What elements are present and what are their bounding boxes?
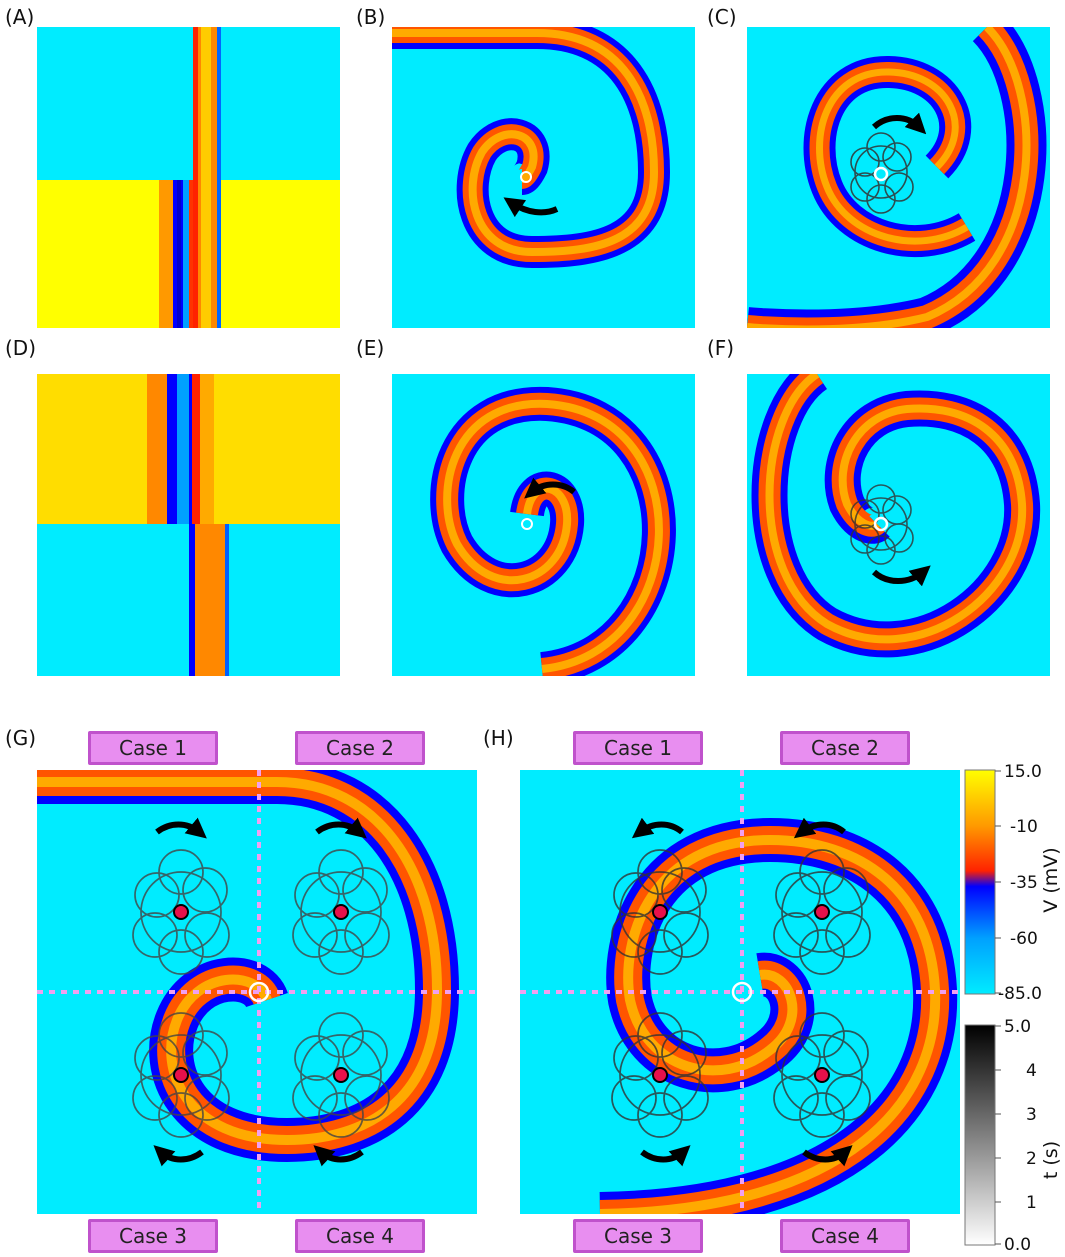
panel-e: (E)	[356, 336, 695, 676]
panel-g: (G)	[5, 726, 477, 1214]
panel-h-case-4-label: Case 4	[780, 1219, 910, 1253]
panel-f: (F)	[707, 336, 1050, 676]
panel-a-label: (A)	[5, 5, 34, 29]
time-tick-4: 1	[1026, 1193, 1037, 1213]
panel-g-label: (G)	[5, 726, 36, 750]
panel-b: (B)	[356, 5, 695, 328]
panel-h-case-2-label: Case 2	[780, 731, 910, 765]
panel-d: (D)	[5, 336, 340, 676]
time-tick-3: 2	[1026, 1149, 1037, 1169]
panel-f-label: (F)	[707, 336, 734, 360]
panel-b-label: (B)	[356, 5, 385, 29]
panel-h-case-3-label: Case 3	[573, 1219, 703, 1253]
time-title: t (s)	[1040, 1141, 1062, 1179]
panel-a: (A)	[5, 5, 340, 328]
panel-g-case-1-label: Case 1	[88, 731, 218, 765]
panel-c-label: (C)	[707, 5, 737, 29]
time-tick-1: 4	[1026, 1061, 1037, 1081]
voltage-title: V (mV)	[1040, 847, 1062, 912]
time-tick-5: 0.0	[1004, 1235, 1031, 1255]
panel-g-case-3-label: Case 3	[88, 1219, 218, 1253]
panel-h-case-1-label: Case 1	[573, 731, 703, 765]
panel-c: (C)	[707, 5, 1050, 328]
voltage-tick-2: -35	[1010, 873, 1038, 893]
time-tick-2: 3	[1026, 1105, 1037, 1125]
voltage-tick-4: -85.0	[998, 984, 1042, 1004]
panel-h-label: (H)	[483, 726, 514, 750]
panel-g-case-4-label: Case 4	[295, 1219, 425, 1253]
colorbar-time: 5.0 4 3 2 1 0.0 t (s)	[964, 1017, 1062, 1255]
panel-e-label: (E)	[356, 336, 384, 360]
time-tick-0: 5.0	[1004, 1017, 1031, 1037]
panel-d-label: (D)	[5, 336, 36, 360]
panel-g-case-2-label: Case 2	[295, 731, 425, 765]
voltage-tick-1: -10	[1010, 817, 1038, 837]
voltage-tick-3: -60	[1010, 929, 1038, 949]
colorbar-voltage: 15.0 -10 -35 -60 -85.0 V (mV)	[964, 762, 1062, 1004]
voltage-tick-0: 15.0	[1004, 762, 1042, 782]
panel-h: (H)	[483, 726, 960, 1214]
